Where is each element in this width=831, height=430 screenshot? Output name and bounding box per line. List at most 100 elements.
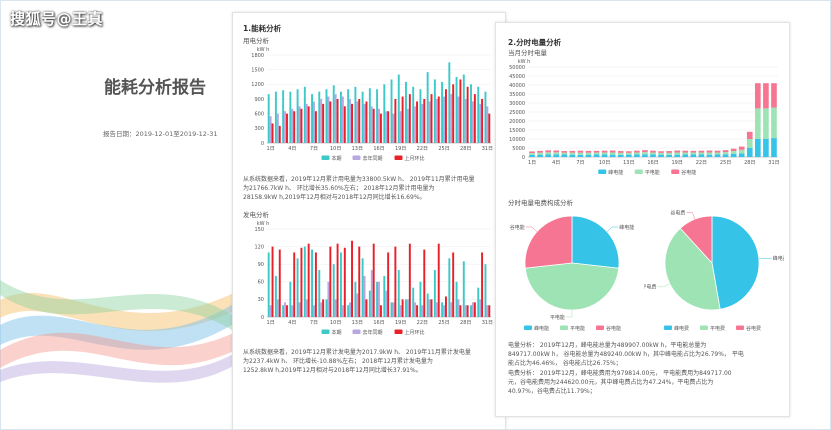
bar	[370, 106, 373, 143]
bar	[609, 154, 616, 157]
bar	[269, 305, 272, 317]
report-title: 能耗分析报告	[104, 78, 206, 98]
bar	[658, 154, 664, 157]
x-tick-label: 10日	[330, 320, 341, 326]
bar	[318, 91, 321, 143]
legend-label: 上月环比	[405, 155, 425, 162]
bar	[428, 299, 431, 317]
legend-swatch	[321, 329, 330, 334]
x-tick-label: 28日	[460, 320, 471, 326]
legend-swatch	[596, 325, 604, 330]
legend-label: 峰电能	[608, 169, 623, 176]
bar	[452, 252, 455, 317]
bar	[313, 305, 315, 317]
bar	[537, 152, 543, 155]
bar	[289, 91, 292, 143]
bar	[351, 240, 353, 317]
x-tick-label: 16日	[373, 320, 384, 326]
bar	[351, 103, 353, 143]
section-title: 2.分时电量分析	[508, 38, 562, 47]
bar	[414, 106, 417, 143]
bar	[379, 113, 382, 143]
legend-label: 平电能	[645, 169, 660, 176]
report-date: 报告日期：2019-12-01至2019-12-31	[103, 130, 218, 138]
x-tick-label: 31日	[768, 160, 779, 166]
bar	[479, 299, 482, 317]
bar	[370, 270, 373, 317]
y-tick-label: 30	[258, 297, 264, 303]
legend-swatch	[671, 169, 680, 174]
bar	[385, 290, 388, 317]
bar	[428, 101, 431, 143]
y-tick-label: 150	[254, 227, 264, 233]
bar	[401, 96, 404, 143]
bar	[284, 111, 287, 143]
bar	[327, 96, 330, 143]
bar	[303, 86, 306, 143]
bar	[286, 113, 288, 143]
pie-leader-line	[657, 283, 670, 288]
timeshare-stacked-bar-chart: kW h 0 5000 10000 15000 20000 25000 30000 35000 4…	[509, 59, 780, 176]
pie-label: 谷电费	[670, 209, 685, 216]
bar	[278, 249, 281, 317]
bar	[408, 94, 411, 143]
bar	[322, 299, 325, 317]
bar	[650, 150, 656, 153]
bar	[282, 305, 285, 317]
bar	[271, 123, 274, 143]
bar	[433, 270, 436, 317]
bar	[464, 305, 467, 317]
y-tick-label: 35000	[509, 92, 525, 98]
pie-slice	[524, 262, 620, 311]
pie-leader-line	[525, 226, 538, 232]
bar	[730, 151, 737, 154]
bar	[286, 305, 288, 317]
cost-pie-chart: 峰电费平电费谷电费峰电费平电费谷电费	[644, 209, 784, 332]
bar	[674, 150, 681, 153]
analysis-text-line: 电量分析： 2019年12月，峰电能总量为489907.00kW h，平电能总量…	[508, 342, 707, 349]
bar	[343, 247, 346, 317]
bar	[365, 299, 368, 317]
bar	[459, 79, 462, 143]
bar	[569, 152, 576, 155]
legend-swatch	[664, 325, 672, 330]
bar	[441, 81, 444, 143]
bar	[488, 113, 491, 143]
legend-label: 平电能	[570, 325, 585, 332]
bar	[545, 154, 551, 157]
bar	[706, 154, 713, 157]
x-tick-label: 19日	[672, 160, 683, 166]
bar	[284, 302, 287, 317]
bar	[537, 154, 543, 157]
bar	[313, 101, 315, 143]
bar	[363, 103, 366, 143]
bar	[771, 138, 777, 157]
pie-slice	[524, 215, 573, 269]
bar	[577, 150, 584, 153]
bar	[365, 101, 368, 143]
x-tick-label: 25日	[438, 320, 449, 326]
bar	[390, 79, 393, 143]
bar	[455, 77, 458, 143]
bar	[746, 139, 753, 148]
bar	[354, 281, 357, 317]
bar	[383, 275, 386, 317]
bar	[625, 152, 632, 155]
y-tick-label: 10000	[509, 137, 525, 143]
y-tick-label: 1800	[251, 53, 264, 59]
bar	[397, 270, 400, 317]
bar	[553, 152, 560, 155]
bar	[486, 106, 489, 143]
bar	[658, 152, 664, 155]
bar	[666, 151, 672, 153]
bar	[341, 96, 344, 143]
bar	[481, 252, 484, 317]
x-tick-label: 1日	[528, 160, 536, 166]
y-tick-label: 0	[522, 155, 525, 161]
bar	[332, 264, 335, 317]
x-tick-label: 13日	[623, 160, 634, 166]
pie-label: 平电能	[550, 314, 565, 321]
bar	[363, 275, 366, 317]
bar	[378, 281, 380, 317]
bar	[450, 302, 453, 317]
